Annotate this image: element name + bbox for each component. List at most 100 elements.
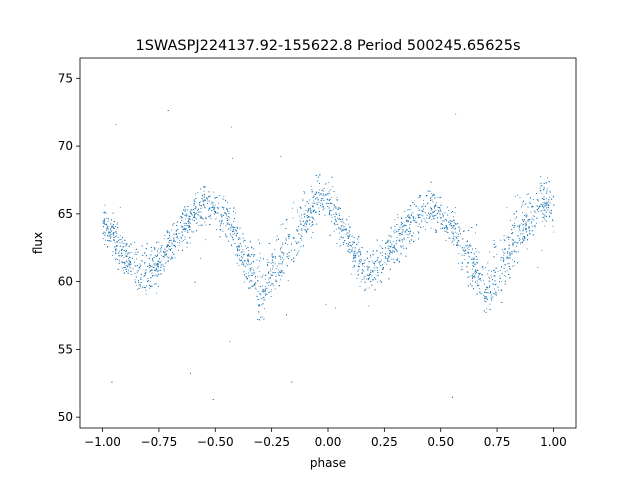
data-point bbox=[271, 261, 273, 263]
data-point bbox=[517, 242, 519, 244]
data-point bbox=[395, 248, 397, 250]
data-point bbox=[333, 208, 334, 210]
data-point bbox=[312, 218, 314, 219]
data-point bbox=[360, 261, 362, 263]
data-point bbox=[167, 110, 169, 111]
data-point bbox=[119, 254, 121, 256]
data-point bbox=[506, 270, 508, 272]
data-point bbox=[434, 197, 436, 199]
data-point bbox=[473, 258, 475, 260]
data-point bbox=[329, 202, 331, 204]
data-point bbox=[173, 239, 175, 241]
data-point bbox=[309, 199, 311, 201]
data-point bbox=[225, 225, 227, 227]
data-point bbox=[495, 267, 497, 269]
data-point bbox=[368, 279, 369, 280]
data-point bbox=[249, 255, 251, 257]
data-point bbox=[189, 218, 191, 220]
data-point bbox=[476, 282, 478, 284]
data-point bbox=[314, 198, 316, 200]
data-point bbox=[336, 242, 338, 244]
data-point bbox=[184, 236, 186, 238]
data-point bbox=[142, 287, 144, 289]
data-point bbox=[522, 220, 524, 222]
data-point bbox=[286, 256, 288, 258]
data-point bbox=[226, 223, 228, 225]
data-point bbox=[146, 243, 148, 245]
data-point bbox=[528, 232, 530, 234]
data-point bbox=[449, 237, 451, 239]
data-point bbox=[376, 281, 378, 283]
data-point bbox=[352, 241, 354, 243]
data-point bbox=[543, 207, 545, 209]
data-point bbox=[251, 267, 253, 269]
data-point bbox=[316, 192, 317, 194]
data-point bbox=[149, 264, 151, 266]
data-point bbox=[306, 231, 307, 233]
data-point bbox=[215, 211, 216, 213]
data-point bbox=[189, 242, 191, 244]
data-point bbox=[264, 278, 266, 280]
data-point bbox=[397, 257, 399, 259]
data-point bbox=[343, 222, 345, 224]
data-point bbox=[150, 277, 152, 279]
data-point bbox=[542, 198, 544, 200]
data-point bbox=[115, 248, 117, 250]
data-point bbox=[231, 244, 232, 246]
data-point bbox=[524, 223, 526, 225]
data-point bbox=[283, 252, 285, 254]
data-point bbox=[509, 268, 510, 270]
data-point bbox=[547, 209, 549, 211]
data-point bbox=[167, 260, 169, 262]
data-point bbox=[107, 246, 108, 248]
data-point bbox=[155, 256, 157, 258]
data-point bbox=[143, 275, 145, 277]
data-point bbox=[486, 298, 488, 300]
data-point bbox=[168, 231, 170, 233]
data-point bbox=[253, 273, 255, 275]
data-point bbox=[226, 218, 228, 220]
data-point bbox=[516, 246, 518, 247]
data-point bbox=[302, 199, 304, 201]
data-point bbox=[185, 222, 187, 224]
data-point bbox=[388, 235, 390, 237]
data-point bbox=[153, 247, 155, 249]
data-point bbox=[418, 223, 420, 225]
data-point bbox=[487, 287, 488, 289]
data-point bbox=[475, 272, 477, 273]
data-point bbox=[195, 193, 197, 195]
data-point bbox=[401, 239, 403, 241]
data-point bbox=[138, 288, 140, 289]
data-point bbox=[433, 211, 435, 212]
data-point bbox=[402, 231, 404, 233]
data-point bbox=[127, 258, 129, 259]
data-point bbox=[540, 175, 542, 177]
data-point bbox=[183, 227, 185, 229]
data-point bbox=[393, 261, 395, 263]
data-point bbox=[390, 251, 392, 253]
data-point bbox=[522, 212, 524, 214]
data-point bbox=[230, 227, 232, 228]
data-point bbox=[503, 238, 505, 240]
data-point bbox=[541, 185, 543, 186]
data-point bbox=[247, 261, 249, 262]
data-point bbox=[521, 202, 523, 204]
data-point bbox=[393, 241, 395, 242]
data-point bbox=[508, 257, 510, 259]
data-point bbox=[444, 220, 445, 222]
data-point bbox=[452, 227, 454, 228]
data-point bbox=[442, 214, 444, 216]
data-point bbox=[184, 214, 186, 216]
data-point bbox=[240, 256, 242, 258]
data-point bbox=[494, 275, 496, 277]
data-point bbox=[495, 284, 497, 286]
data-point bbox=[106, 223, 108, 225]
data-point bbox=[524, 215, 526, 216]
data-point bbox=[282, 242, 284, 244]
data-point bbox=[471, 227, 473, 229]
data-point bbox=[203, 203, 205, 205]
data-point bbox=[188, 223, 190, 225]
data-point bbox=[497, 286, 499, 288]
data-point bbox=[280, 255, 282, 257]
data-point bbox=[282, 272, 284, 274]
